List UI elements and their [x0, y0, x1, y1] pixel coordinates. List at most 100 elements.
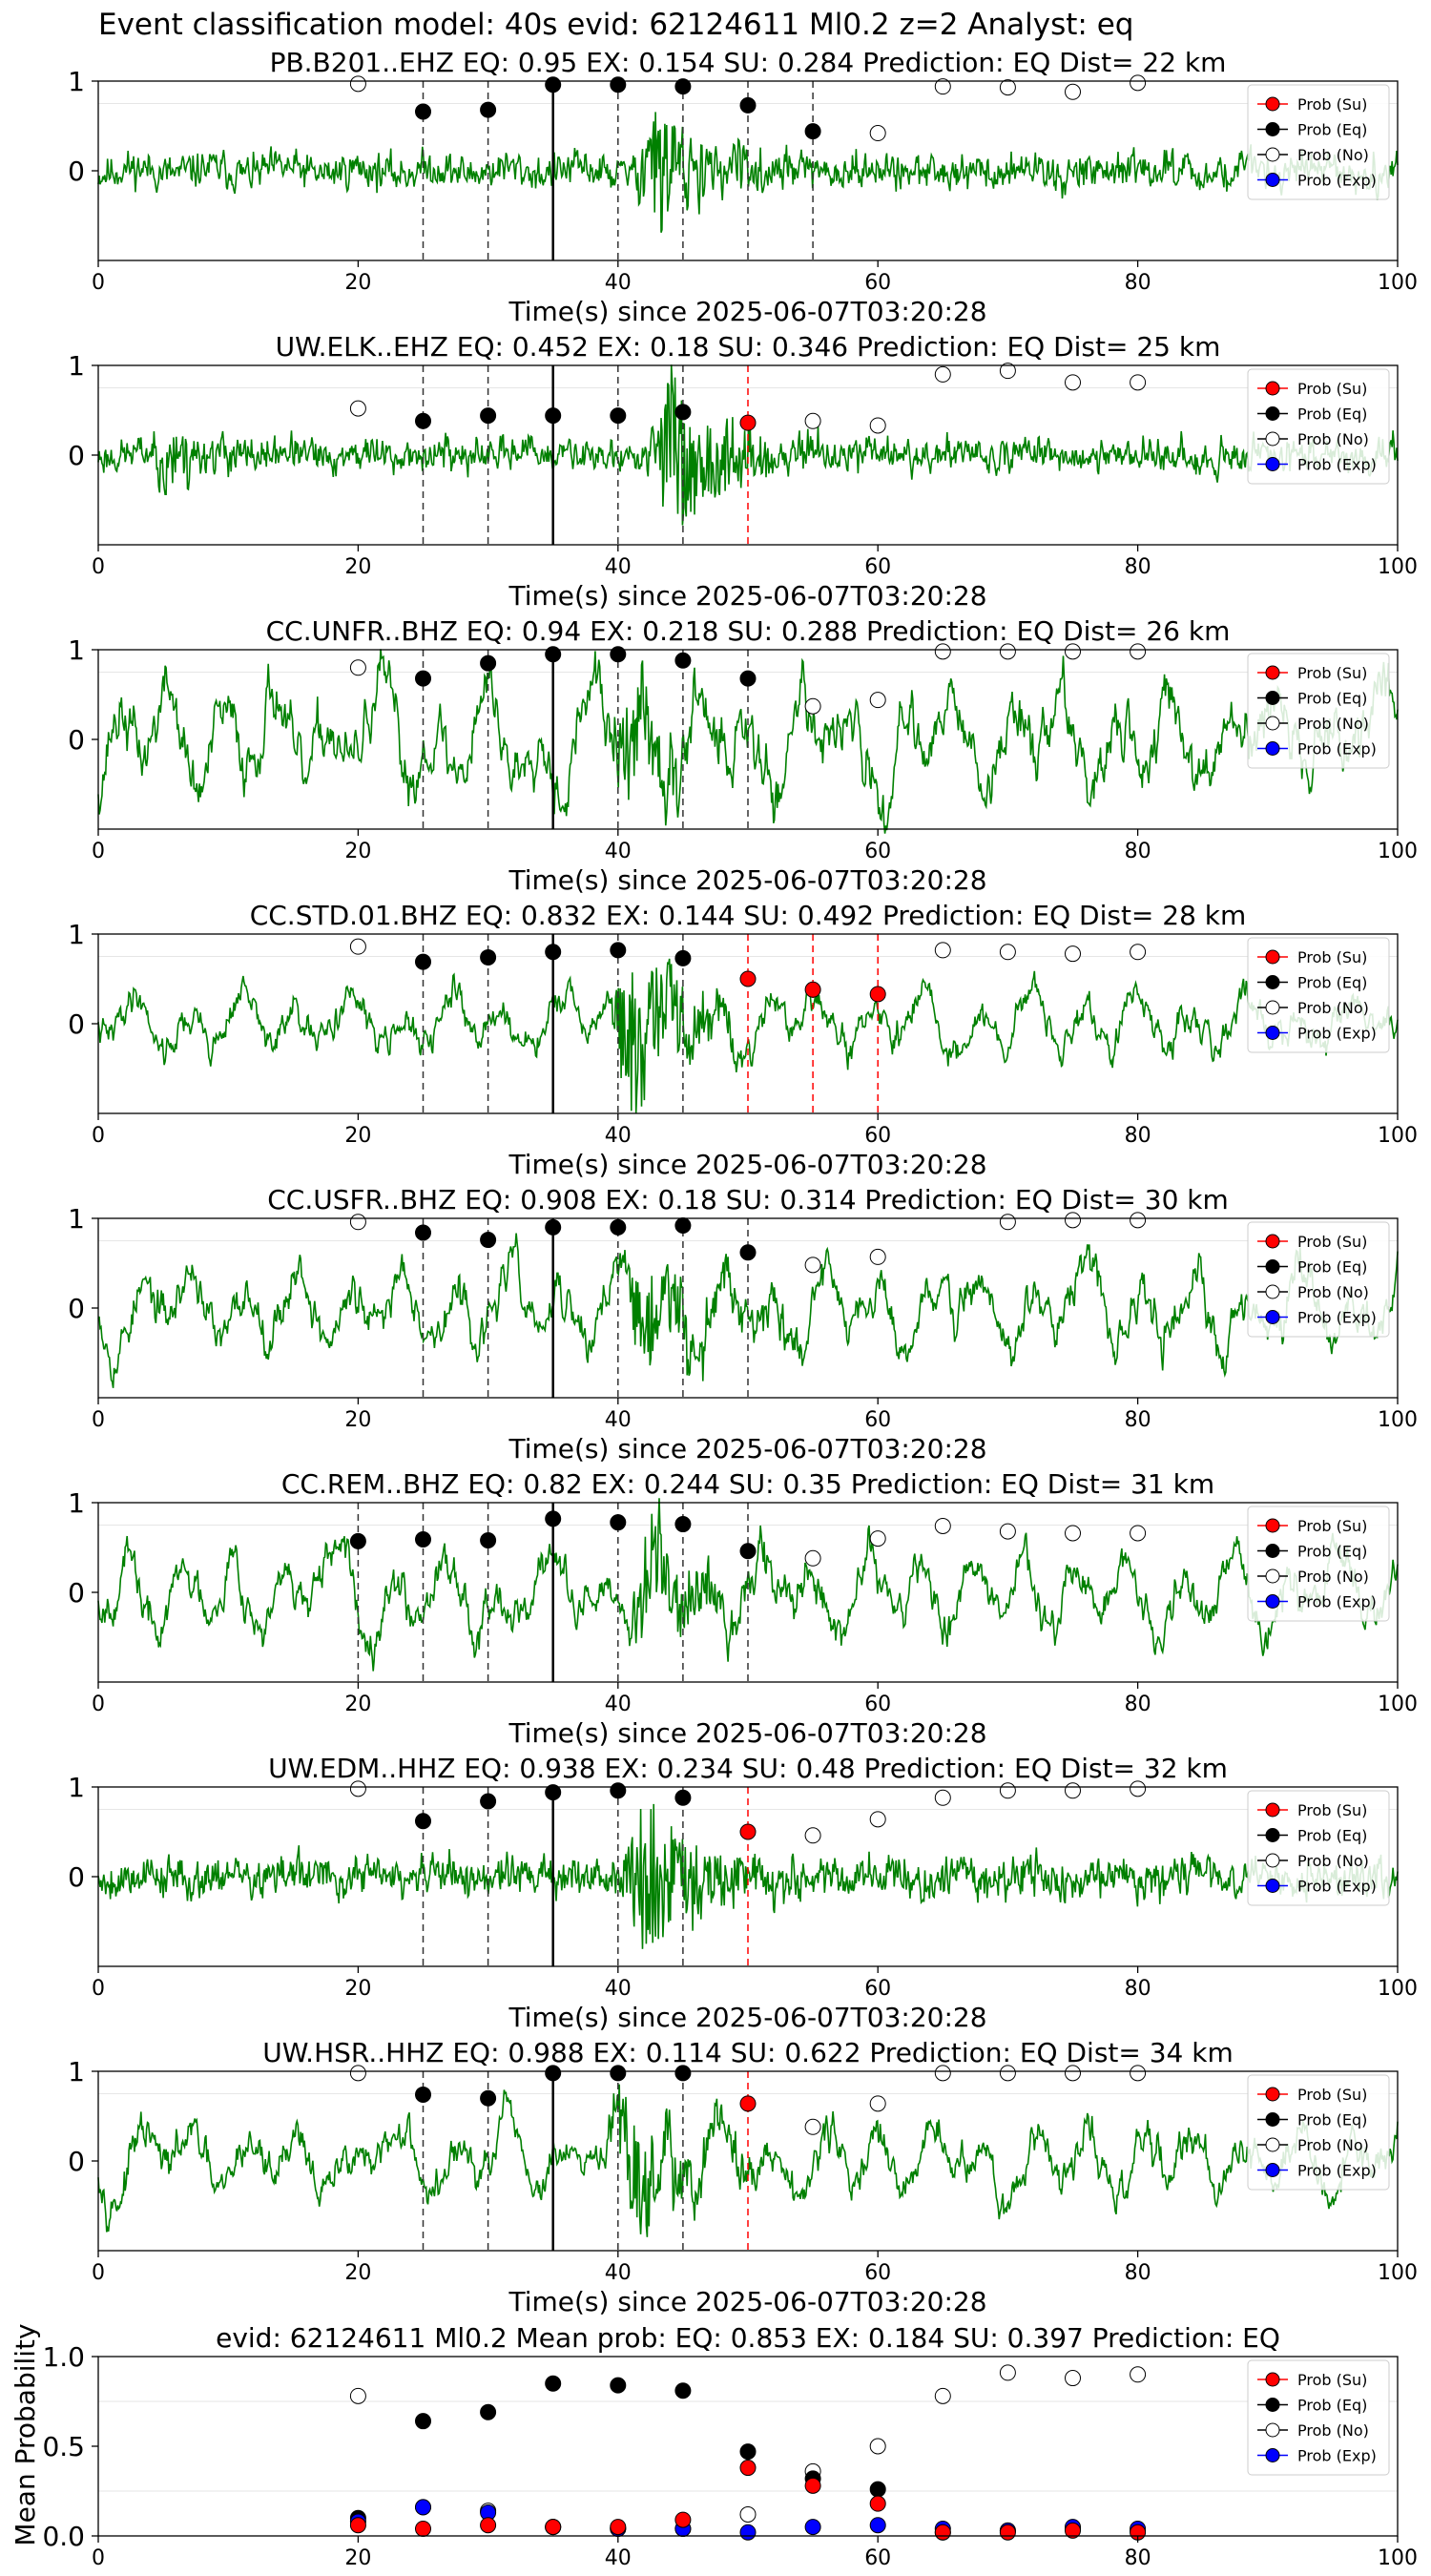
legend-label-exp: Prob (Exp) [1297, 1878, 1377, 1896]
prob-point-no [349, 2065, 366, 2082]
y-tick-label: 0 [68, 1008, 85, 1040]
x-tick-label: 20 [344, 840, 371, 863]
mean-point-eq [480, 2403, 497, 2420]
mean-point-su [999, 2524, 1016, 2541]
x-tick-label: 60 [864, 1693, 891, 1716]
x-axis-label: Time(s) since 2025-06-07T03:20:28 [508, 864, 986, 896]
legend-label-eq: Prob (Eq) [1297, 121, 1367, 139]
legend-label-su: Prob (Su) [1297, 1801, 1367, 1819]
panel-title: CC.UNFR..BHZ EQ: 0.94 EX: 0.218 SU: 0.28… [266, 615, 1231, 647]
legend-frame [1247, 1790, 1390, 1906]
panel-title: CC.USFR..BHZ EQ: 0.908 EX: 0.18 SU: 0.31… [267, 1184, 1229, 1215]
legend-marker-eq [1265, 122, 1280, 136]
x-tick-label: 80 [1125, 1693, 1151, 1716]
mean-point-eq [610, 2377, 627, 2394]
prob-point-eq [610, 2065, 627, 2082]
prob-point-no [804, 2118, 821, 2135]
mean-point-no [1065, 2370, 1081, 2387]
mean-point-su [545, 2519, 562, 2536]
prob-point-eq [349, 1532, 366, 1549]
mean-point-no [869, 2438, 886, 2455]
legend-marker-no [1265, 1000, 1280, 1015]
legend-label-su: Prob (Su) [1297, 1517, 1367, 1535]
x-tick-label: 60 [864, 2261, 891, 2285]
prob-point-eq [610, 76, 627, 93]
x-tick-label: 100 [1378, 1977, 1418, 2001]
x-tick-label: 80 [1125, 840, 1151, 863]
x-tick-label: 20 [344, 555, 371, 579]
legend-marker-eq [1265, 2112, 1280, 2127]
legend-marker-eq [1265, 1259, 1280, 1274]
prob-point-no [1130, 643, 1147, 660]
mean-point-exp [804, 2519, 821, 2536]
prob-point-eq [610, 1782, 627, 1799]
prob-point-no [1065, 374, 1081, 391]
legend-label-no: Prob (No) [1297, 1852, 1369, 1870]
legend-label-no: Prob (No) [1297, 2421, 1369, 2440]
legend-marker-eq [1265, 2398, 1280, 2412]
legend-marker-su [1265, 2087, 1280, 2102]
x-tick-label: 40 [605, 2546, 632, 2570]
panel-title: UW.HSR..HHZ EQ: 0.988 EX: 0.114 SU: 0.62… [262, 2037, 1234, 2068]
prob-point-no [934, 1789, 951, 1806]
mean-point-eq [674, 2382, 692, 2399]
prob-point-eq [674, 78, 692, 95]
legend-label-su: Prob (Su) [1297, 2371, 1367, 2389]
y-tick-label: 1 [68, 1772, 85, 1803]
prob-point-no [999, 2065, 1016, 2082]
y-tick-label: 1 [68, 634, 85, 666]
legend-frame [1247, 653, 1390, 769]
prob-point-eq [674, 1789, 692, 1806]
prob-point-no [934, 643, 951, 660]
station-panel-5: CC.USFR..BHZ EQ: 0.908 EX: 0.18 SU: 0.31… [68, 1184, 1418, 1465]
legend-marker-no [1265, 1568, 1280, 1584]
x-tick-label: 80 [1125, 1124, 1151, 1148]
prob-point-eq [610, 407, 627, 425]
prob-point-no [869, 2095, 886, 2112]
x-tick-label: 80 [1125, 1408, 1151, 1432]
prob-point-su [869, 986, 886, 1003]
x-axis-label: Time(s) since 2025-06-07T03:20:28 [508, 2286, 986, 2317]
prob-point-no [349, 75, 366, 93]
prob-point-no [1065, 83, 1081, 100]
x-tick-label: 80 [1125, 555, 1151, 579]
legend-label-no: Prob (No) [1297, 430, 1369, 448]
mean-point-eq [415, 2413, 431, 2430]
prob-point-no [869, 417, 886, 434]
prob-point-eq [415, 1813, 431, 1830]
mean-point-su [610, 2519, 627, 2536]
x-tick-label: 40 [605, 2261, 632, 2285]
prob-point-no [934, 2065, 951, 2082]
x-tick-label: 40 [605, 1693, 632, 1716]
prob-point-no [1130, 2065, 1147, 2082]
legend: Prob (Su) Prob (Eq) Prob (No) Prob (Exp) [1247, 1790, 1390, 1906]
prob-point-eq [545, 1784, 562, 1801]
mean-point-su [1065, 2522, 1081, 2539]
x-axis-label: Time(s) since 2025-06-07T03:20:28 [508, 1717, 986, 1749]
station-panel-3: CC.UNFR..BHZ EQ: 0.94 EX: 0.218 SU: 0.28… [68, 615, 1418, 896]
y-axis-label: Mean Probability [10, 2323, 41, 2545]
prob-point-eq [415, 953, 431, 970]
x-axis-label: Time(s) since 2025-06-07T03:20:28 [508, 1149, 986, 1180]
prob-point-no [934, 942, 951, 959]
prob-point-no [934, 1517, 951, 1534]
prob-point-eq [480, 101, 497, 118]
legend-label-eq: Prob (Eq) [1297, 1543, 1367, 1561]
prob-point-no [349, 1780, 366, 1797]
legend-marker-su [1265, 2372, 1280, 2387]
x-axis-label: Time(s) since 2025-06-07T03:20:28 [508, 296, 986, 327]
prob-point-eq [480, 1531, 497, 1548]
prob-point-no [1065, 1212, 1081, 1229]
legend-marker-no [1265, 147, 1280, 162]
prob-point-no [999, 1523, 1016, 1540]
mean-point-exp [739, 2524, 757, 2541]
prob-point-eq [739, 1543, 757, 1560]
x-tick-label: 0 [92, 840, 105, 863]
prob-point-eq [674, 404, 692, 421]
prob-point-no [999, 643, 1016, 660]
legend-marker-su [1265, 949, 1280, 965]
x-tick-label: 100 [1378, 2546, 1418, 2570]
x-tick-label: 100 [1378, 271, 1418, 295]
legend-label-exp: Prob (Exp) [1297, 1025, 1377, 1043]
